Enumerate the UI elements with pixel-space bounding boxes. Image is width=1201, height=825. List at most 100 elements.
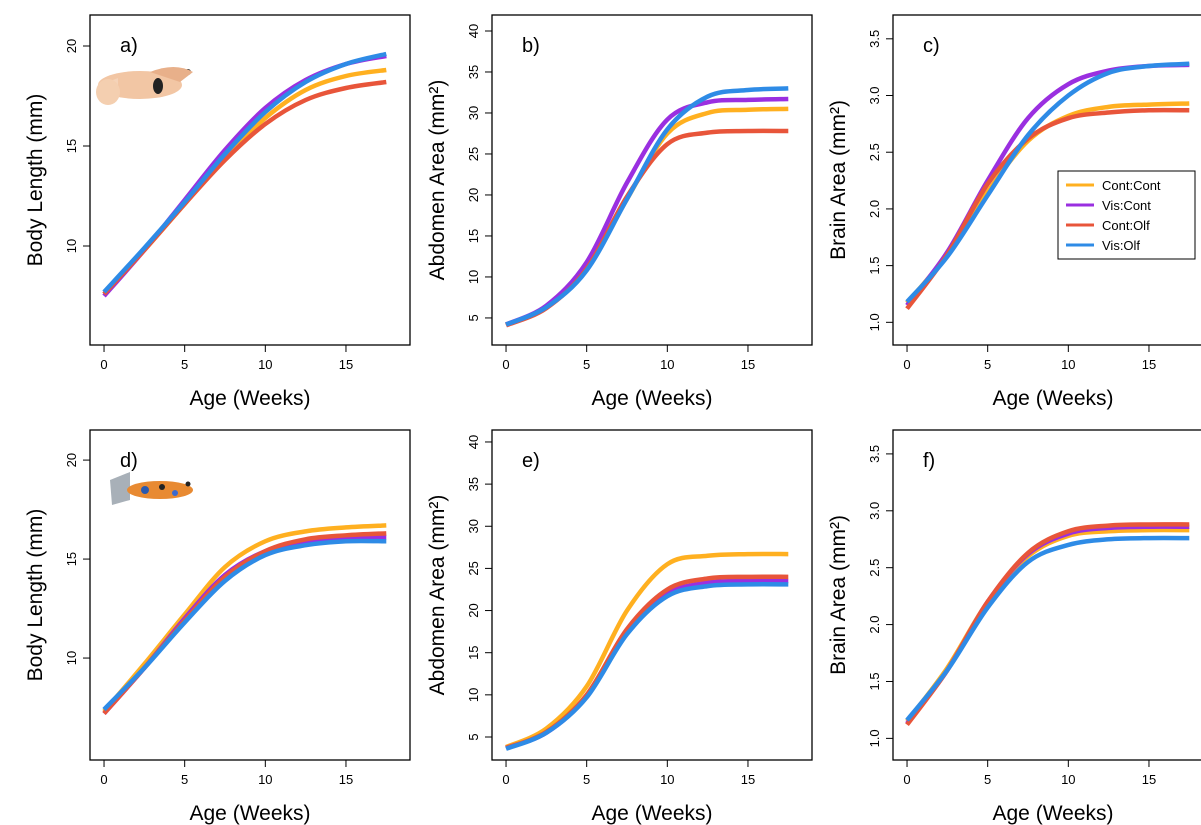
y-tick-label: 10 <box>64 651 79 665</box>
y-axis-label: Abdomen Area (mm²) <box>426 495 449 696</box>
x-tick-label: 0 <box>502 357 509 372</box>
panel: 0 5 10 15 10 15 20 Age (Weeks) Body Length (mm) d… <box>24 429 411 825</box>
series-line <box>102 79 387 296</box>
series-line <box>102 538 387 712</box>
legend-label: Vis:Olf <box>1102 238 1140 253</box>
series-line <box>905 535 1190 722</box>
plot-frame <box>892 429 1201 761</box>
y-tick-label: 5 <box>466 314 481 321</box>
x-tick-label: 5 <box>984 357 991 372</box>
y-tick-label: 3.5 <box>867 30 882 48</box>
x-axis-label: Age (Weeks) <box>592 802 713 825</box>
series-line <box>102 51 387 294</box>
series-line <box>505 574 789 751</box>
y-tick-label: 1.5 <box>867 672 882 690</box>
x-tick-label: 0 <box>903 772 910 787</box>
x-axis-label: Age (Weeks) <box>190 802 311 825</box>
panel-title: c) <box>923 35 940 57</box>
x-tick-label: 15 <box>741 357 755 372</box>
y-axis-label: Body Length (mm) <box>24 94 47 267</box>
y-tick-label: 1.5 <box>867 257 882 275</box>
x-tick-label: 10 <box>660 772 674 787</box>
series-line <box>905 61 1190 304</box>
series-line <box>905 522 1190 727</box>
y-tick-label: 35 <box>466 477 481 491</box>
y-tick-label: 25 <box>466 147 481 161</box>
y-tick-label: 40 <box>466 24 481 38</box>
x-tick-label: 10 <box>258 357 272 372</box>
y-tick-label: 2.0 <box>867 200 882 218</box>
x-axis-label: Age (Weeks) <box>993 802 1114 825</box>
series-line <box>505 582 789 751</box>
x-tick-label: 10 <box>1061 772 1075 787</box>
y-tick-label: 1.0 <box>867 313 882 331</box>
x-tick-label: 15 <box>741 772 755 787</box>
x-tick-label: 10 <box>660 357 674 372</box>
x-tick-label: 5 <box>583 772 590 787</box>
legend-label: Vis:Cont <box>1102 198 1151 213</box>
x-tick-label: 10 <box>1061 357 1075 372</box>
series-line <box>905 527 1190 723</box>
y-tick-label: 15 <box>466 229 481 243</box>
y-tick-label: 25 <box>466 561 481 575</box>
y-tick-label: 10 <box>64 239 79 253</box>
y-tick-label: 5 <box>466 733 481 740</box>
plot-frame <box>89 14 411 346</box>
panel-title: f) <box>923 450 935 472</box>
fish-icon-female <box>96 67 193 105</box>
y-tick-label: 15 <box>466 645 481 659</box>
plot-frame <box>892 14 1201 346</box>
y-tick-label: 10 <box>466 270 481 284</box>
series-line <box>905 524 1190 725</box>
x-tick-label: 0 <box>903 357 910 372</box>
panel: 0 5 10 15 1.0 1.5 2.0 2.5 3.0 3.5 Age (Weeks) Brain… <box>827 429 1201 825</box>
y-tick-label: 15 <box>64 552 79 566</box>
x-tick-label: 5 <box>583 357 590 372</box>
x-axis-label: Age (Weeks) <box>190 387 311 410</box>
y-tick-label: 20 <box>466 188 481 202</box>
x-tick-label: 15 <box>1142 357 1156 372</box>
x-tick-label: 0 <box>502 772 509 787</box>
y-tick-label: 20 <box>64 453 79 467</box>
series-line <box>102 67 387 296</box>
x-tick-label: 5 <box>181 772 188 787</box>
y-tick-label: 3.0 <box>867 502 882 520</box>
plot-frame <box>89 429 411 761</box>
y-tick-label: 3.5 <box>867 445 882 463</box>
x-tick-label: 5 <box>984 772 991 787</box>
x-tick-label: 10 <box>258 772 272 787</box>
y-tick-label: 2.5 <box>867 559 882 577</box>
x-tick-label: 5 <box>181 357 188 372</box>
y-tick-label: 30 <box>466 519 481 533</box>
panel: 0 5 10 15 5 10 15 20 25 30 35 40 Age (Weeks) Abdomen … <box>426 429 813 825</box>
series-line <box>102 523 387 713</box>
y-tick-label: 20 <box>64 39 79 53</box>
panel: 0 5 10 15 10 15 20 Age (Weeks) Body Length (mm) a… <box>24 14 411 410</box>
y-tick-label: 2.5 <box>867 143 882 161</box>
x-tick-label: 15 <box>339 357 353 372</box>
panel: 0 5 10 15 1.0 1.5 2.0 2.5 3.0 3.5 Age (Weeks) Brain… <box>827 14 1201 410</box>
fish-icon-male <box>110 472 193 505</box>
series-line <box>505 551 789 750</box>
x-tick-label: 15 <box>1142 772 1156 787</box>
plot-frame <box>491 14 813 346</box>
y-tick-label: 20 <box>466 603 481 617</box>
y-tick-label: 30 <box>466 106 481 120</box>
y-tick-label: 40 <box>466 435 481 449</box>
legend-label: Cont:Olf <box>1102 218 1150 233</box>
y-axis-label: Brain Area (mm²) <box>827 515 850 675</box>
x-tick-label: 0 <box>100 772 107 787</box>
panel-title: d) <box>120 450 138 472</box>
y-tick-label: 2.0 <box>867 616 882 634</box>
x-axis-label: Age (Weeks) <box>993 387 1114 410</box>
panel-title: a) <box>120 35 138 57</box>
panel-title: b) <box>522 35 540 57</box>
x-axis-label: Age (Weeks) <box>592 387 713 410</box>
y-tick-label: 1.0 <box>867 729 882 747</box>
y-tick-label: 15 <box>64 139 79 153</box>
y-axis-label: Abdomen Area (mm²) <box>426 80 449 281</box>
y-axis-label: Body Length (mm) <box>24 509 47 682</box>
series-line <box>505 106 789 327</box>
legend-label: Cont:Cont <box>1102 178 1161 193</box>
